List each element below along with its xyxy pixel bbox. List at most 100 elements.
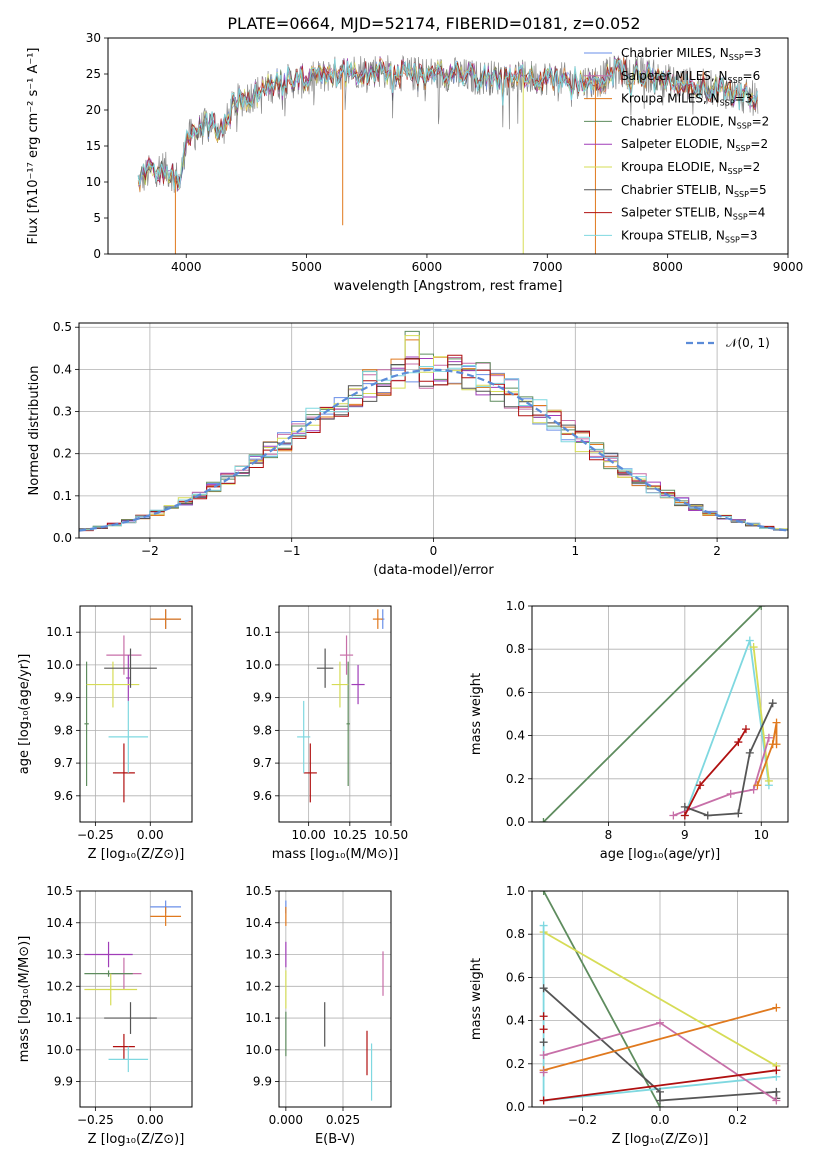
y-tick-label: 10 xyxy=(86,175,101,189)
weight-marker xyxy=(656,1096,664,1105)
y-tick-label: 0.4 xyxy=(506,1014,525,1028)
legend-entry: Chabrier MILES, NSSP=3 xyxy=(584,46,761,62)
y-tick-label: 10.0 xyxy=(245,658,272,672)
errorbar-chabrier_stelib xyxy=(316,648,334,688)
weight-marker xyxy=(753,781,762,790)
y-tick-label: 10.5 xyxy=(46,884,73,898)
y-tick-label: 0.6 xyxy=(506,970,525,984)
histogram-salpeter_stelib xyxy=(79,354,788,532)
y-tick-label: 10.4 xyxy=(46,916,73,930)
y-tick-label: 9.9 xyxy=(253,1075,272,1089)
legend-entry: Kroupa STELIB, NSSP=3 xyxy=(584,228,758,244)
x-tick-label: 0.00 xyxy=(137,828,164,842)
legend-entry: Kroupa ELODIE, NSSP=2 xyxy=(584,160,760,176)
plot-area xyxy=(539,606,781,822)
y-tick-label: 5 xyxy=(93,211,101,225)
y-tick-label: 9.9 xyxy=(253,691,272,705)
y-tick-label: 1.0 xyxy=(506,599,525,613)
y-tick-label: 0.2 xyxy=(506,772,525,786)
errorbar-kroupa_stelib xyxy=(108,700,149,773)
weight-marker xyxy=(749,785,758,794)
weight-marker xyxy=(696,781,705,790)
y-tick-label: 0.8 xyxy=(506,927,525,941)
weight-marker xyxy=(539,1068,548,1077)
normal-curve xyxy=(79,368,788,532)
panel-mass_vs_ebv: 0.000 0.025 9.9 10.0 10.1 10.2 10.3 10.4 10.5 E(B… xyxy=(245,884,392,1147)
y-tick-label: 10.1 xyxy=(245,1011,272,1025)
x-axis-label: mass [log₁₀(M/M⊙)] xyxy=(272,847,399,862)
y-tick-label: 0.0 xyxy=(506,1100,525,1114)
plot-area xyxy=(539,891,781,1107)
y-tick-label: 10.4 xyxy=(245,916,272,930)
x-tick-label: 10.50 xyxy=(374,828,408,842)
y-tick-label: 0.6 xyxy=(506,685,525,699)
weight-line-kroupa_miles xyxy=(756,722,778,786)
y-tick-label: 0.3 xyxy=(53,405,72,419)
weight-marker xyxy=(680,811,689,820)
legend-label: Salpeter STELIB, NSSP=4 xyxy=(621,206,765,222)
x-tick-label: 2 xyxy=(713,544,721,558)
model-line-kroupa_stelib xyxy=(137,58,758,190)
axes-frame xyxy=(79,890,193,1108)
x-tick-label: −0.25 xyxy=(77,828,114,842)
y-axis-label: mass weight xyxy=(469,673,484,755)
y-tick-label: 10.1 xyxy=(46,625,73,639)
x-tick-label: 0.0 xyxy=(650,1113,669,1127)
axes-frame xyxy=(278,890,392,1108)
weight-marker xyxy=(764,776,773,785)
x-tick-label: −2 xyxy=(141,544,159,558)
weight-line-kroupa_elodie xyxy=(543,931,777,1067)
errorbar-salpeter_elodie xyxy=(351,664,365,705)
axes-frame xyxy=(107,37,789,255)
errorbar-chabrier_elodie xyxy=(84,970,133,977)
weight-marker xyxy=(772,1003,781,1012)
y-axis-label: Flux [fλ10⁻¹⁷ erg cm⁻² s⁻¹ A⁻¹] xyxy=(26,48,41,245)
plot-area xyxy=(285,900,384,1101)
weight-line-kroupa_elodie xyxy=(752,646,770,782)
x-axis-label: Z [log₁₀(Z/Z⊙)] xyxy=(612,1132,709,1147)
weight-marker xyxy=(772,1096,781,1105)
y-axis-label: mass weight xyxy=(469,958,484,1040)
y-tick-label: 10.0 xyxy=(46,658,73,672)
weight-marker xyxy=(539,1025,548,1034)
weight-marker xyxy=(669,811,678,820)
y-tick-label: 20 xyxy=(86,103,101,117)
weight-marker xyxy=(745,748,754,757)
weight-marker xyxy=(726,789,735,798)
x-tick-label: 0.2 xyxy=(728,1113,747,1127)
weight-line-salpeter_stelib xyxy=(683,728,747,816)
legend-label: Kroupa ELODIE, NSSP=2 xyxy=(621,160,760,176)
weight-marker xyxy=(656,1087,664,1096)
figure-title: PLATE=0664, MJD=52174, FIBERID=0181, z=0… xyxy=(227,14,640,33)
y-tick-label: 30 xyxy=(86,31,101,45)
y-tick-label: 0.0 xyxy=(506,815,525,829)
x-tick-label: 10.00 xyxy=(291,828,325,842)
weight-line-chabrier_elodie xyxy=(542,891,661,1107)
weight-line-salpeter_miles xyxy=(673,737,770,817)
errorbar-salpeter_stelib xyxy=(112,743,135,803)
x-tick-label: 1 xyxy=(571,544,579,558)
x-tick-label: −0.25 xyxy=(77,1113,114,1127)
y-tick-label: 15 xyxy=(86,139,101,153)
panel-weight_vs_Z: −0.2 0.0 0.2 0.0 0.2 0.4 0.6 0.8 1.0 Z [log₁₀(Z/Z… xyxy=(469,884,789,1147)
weight-marker xyxy=(772,718,781,727)
legend-label: Salpeter MILES, NSSP=6 xyxy=(621,69,760,85)
x-tick-label: 8000 xyxy=(652,260,683,274)
legend-entry: Chabrier ELODIE, NSSP=2 xyxy=(584,114,769,130)
plot-area xyxy=(84,900,182,1073)
y-tick-label: 10.0 xyxy=(245,1043,272,1057)
axes-frame xyxy=(531,605,789,823)
errorbar-kroupa_elodie xyxy=(84,973,138,1006)
panel-weight_vs_age: 8 9 10 0.0 0.2 0.4 0.6 0.8 1.0 age [log₁₀(age/yr)… xyxy=(469,599,789,862)
axes-frame xyxy=(278,605,392,823)
x-axis-label: wavelength [Angstrom, rest frame] xyxy=(334,279,563,294)
errorbar-kroupa_miles xyxy=(150,609,182,629)
errorbar-salpeter_miles xyxy=(106,635,142,675)
plot-area xyxy=(84,609,182,803)
weight-marker xyxy=(539,1012,548,1021)
weight-marker xyxy=(539,921,548,930)
weight-marker xyxy=(764,733,773,742)
errorbar-kroupa_elodie xyxy=(331,661,349,708)
weight-marker xyxy=(539,984,548,993)
